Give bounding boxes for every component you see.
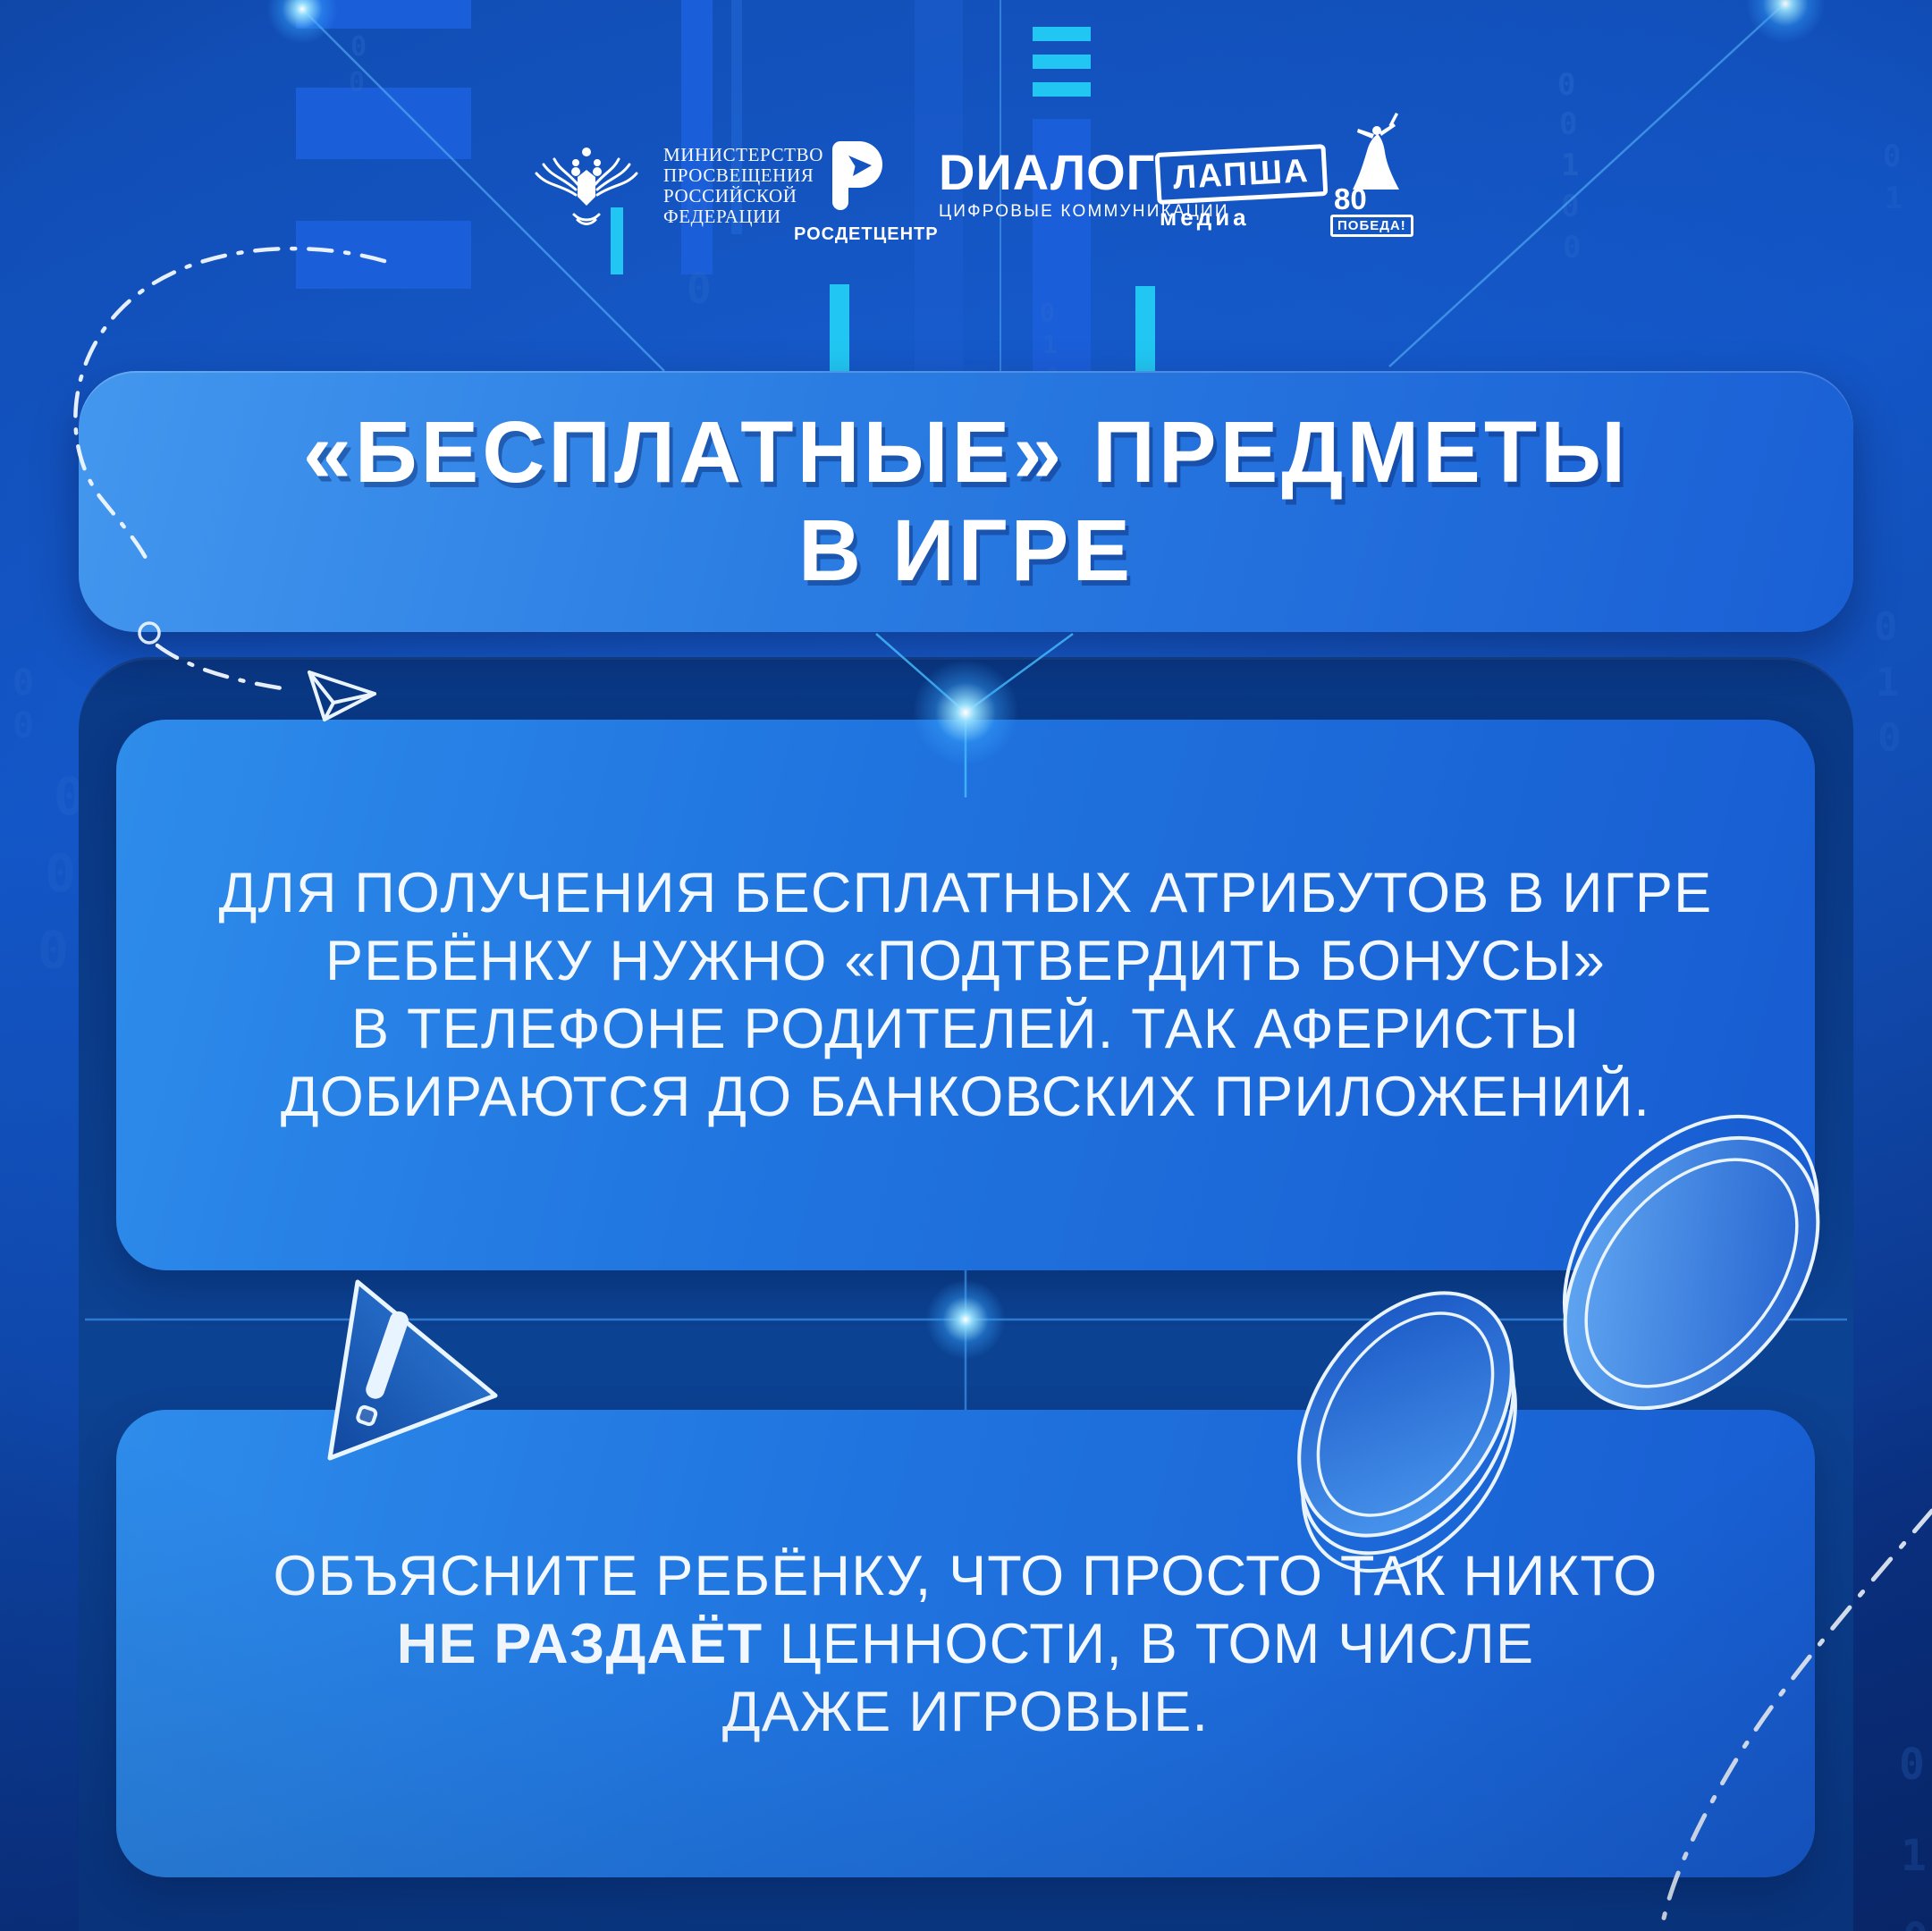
lapsha-sublabel: медиа [1160,204,1250,231]
decor-bar [915,0,963,371]
ministry-text-line: РОССИЙСКОЙ [663,185,797,207]
rosdetcentr-logo: РОСДЕТЦЕНТР [794,136,939,245]
binary-digit: 0 [1874,604,1898,650]
decor-bar [1033,55,1091,69]
ministry-text-line: ПРОСВЕЩЕНИЯ [663,164,814,186]
card1-line: В ТЕЛЕФОНЕ РОДИТЕЛЕЙ. ТАК АФЕРИСТЫ [351,998,1580,1060]
sparkle [912,659,1019,766]
info-card-1: ДЛЯ ПОЛУЧЕНИЯ БЕСПЛАТНЫХ АТРИБУТОВ В ИГР… [116,720,1815,1270]
card1-line: ДЛЯ ПОЛУЧЕНИЯ БЕСПЛАТНЫХ АТРИБУТОВ В ИГР… [218,862,1713,924]
binary-digit: 0 [45,843,76,904]
binary-digit: 1 [1885,181,1903,216]
coin-icon-left [1297,1291,1517,1573]
binary-digit: 1 [1561,148,1580,183]
paper-plane-icon [308,670,376,721]
binary-digit: 0 [1877,715,1902,761]
ministry-logo: МИНИСТЕРСТВО ПРОСВЕЩЕНИЯ РОССИЙСКОЙ ФЕДЕ… [529,139,823,232]
pobeda80-number: 80 [1334,182,1367,215]
ministry-text-line: МИНИСТЕРСТВО [663,144,823,165]
binary-digit: 0 [1883,139,1902,174]
poster-title-line2: В ИГРЕ [797,502,1135,599]
binary-digit: 0 [1040,298,1055,327]
pobeda80-label: ПОБЕДА! [1330,215,1413,237]
binary-digit: 0 [13,705,35,746]
binary-digit: 0 [687,265,712,313]
statue-icon [1353,112,1399,190]
decor-line-vertical [1000,0,1001,371]
binary-digit: 0 [349,67,366,98]
binary-digit: 0 [350,31,367,63]
pobeda80-logo: 80 ПОБЕДА! [1330,111,1413,237]
decor-bar [1033,119,1091,371]
binary-digit: 1 [1901,1831,1927,1881]
card2-line2-bold: НЕ РАЗДАЁТ [396,1612,764,1675]
title-banner: «БЕСПЛАТНЫЕ» ПРЕДМЕТЫ В ИГРЕ [79,371,1853,632]
binary-digit: 0 [1557,67,1576,103]
decor-bar [830,284,849,371]
binary-digit: 1 [1876,660,1900,705]
binary-digit: 0 [38,920,69,981]
coin-icon-right [1562,1114,1820,1411]
sparkle [925,1279,1006,1360]
rosdetcentr-label: РОСДЕТЦЕНТР [794,224,939,244]
card1-line: ДОБИРАЮТСЯ ДО БАНКОВСКИХ ПРИЛОЖЕНИЙ. [280,1066,1651,1128]
binary-digit: 1 [1042,330,1058,359]
card2-line2-rest: ЦЕННОСТИ, В ТОМ ЧИСЛЕ [763,1612,1535,1675]
dashed-flight-path [73,246,387,691]
decor-bar [1033,82,1091,97]
dashed-ring [138,621,161,645]
rosdetcentr-icon [832,141,882,210]
decor-bar [681,0,713,274]
warning-triangle-icon [327,1279,498,1461]
ministry-logo-text: МИНИСТЕРСТВО ПРОСВЕЩЕНИЯ РОССИЙСКОЙ ФЕДЕ… [663,145,823,227]
binary-digit: 0 [1899,1740,1925,1790]
binary-digit: 0 [1563,230,1582,266]
info-card-2: ОБЪЯСНИТЕ РЕБЁНКУ, ЧТО ПРОСТО ТАК НИКТО … [116,1410,1815,1877]
decor-bar [296,221,471,289]
binary-digit: 0 [13,662,35,704]
lapsha-logo: ЛАПША медиа [1154,144,1329,232]
decor-bar [1135,286,1155,371]
eagle-emblem-icon [535,148,638,225]
decor-bar [1033,27,1091,41]
binary-digit: 0 [1561,189,1580,224]
diagonal-laser-lines [301,2,1786,372]
dashed-arc-bottom-right [1658,1508,1932,1931]
binary-digit: 0 [1559,106,1578,142]
binary-digit: 0 [685,180,710,228]
decor-bar [611,207,623,274]
poster-title-line1: «БЕСПЛАТНЫЕ» ПРЕДМЕТЫ [302,403,1630,501]
card2-line: НЕ РАЗДАЁТ ЦЕННОСТИ, В ТОМ ЧИСЛЕ [397,1610,1534,1678]
binary-digit: 0 [1902,1918,1928,1931]
card1-line: РЕБЁНКУ НУЖНО «ПОДТВЕРДИТЬ БОНУСЫ» [325,930,1607,992]
decor-bar [731,0,742,234]
card2-line: ДАЖЕ ИГРОВЫЕ. [721,1680,1210,1743]
ministry-text-line: ФЕДЕРАЦИИ [663,206,781,227]
